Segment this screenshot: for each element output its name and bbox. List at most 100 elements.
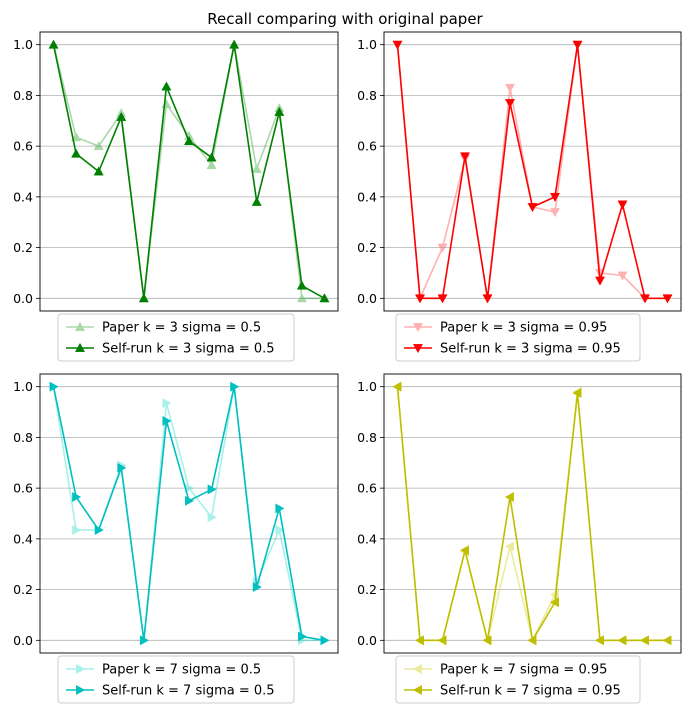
data-point: [251, 196, 262, 206]
legend-box: [395, 313, 641, 362]
data-point: [437, 294, 448, 304]
legend-label: Self-run k = 3 sigma = 0.95: [440, 342, 621, 357]
data-point: [138, 293, 149, 303]
data-point: [162, 398, 172, 409]
series-line: [396, 43, 668, 300]
legend-box: [57, 313, 295, 362]
legend-swatch: [66, 321, 94, 331]
data-point: [319, 293, 330, 303]
y-tick-label: 1.0: [13, 379, 33, 394]
y-tick-label: 0.4: [13, 189, 33, 204]
data-point: [392, 381, 402, 392]
legend: Paper k = 7 sigma = 0.5 Self-run k = 7 si…: [57, 655, 295, 704]
data-point: [93, 141, 104, 151]
y-tick-label: 0.8: [13, 430, 33, 445]
y-tick-label: 0.2: [357, 240, 377, 255]
legend-swatch: [404, 344, 432, 354]
y-tick-label: 1.0: [357, 37, 377, 52]
y-tick-label: 0.4: [13, 531, 33, 546]
data-point: [93, 166, 104, 176]
y-tick-label: 1.0: [13, 37, 33, 52]
data-point: [274, 106, 285, 116]
legend-swatch: [404, 663, 432, 675]
data-point: [594, 276, 606, 286]
data-point: [549, 192, 561, 202]
data-point: [482, 294, 493, 304]
data-point: [639, 294, 651, 304]
series-1: [392, 40, 673, 304]
data-point: [48, 39, 59, 49]
legend-label: Paper k = 3 sigma = 0.5: [102, 321, 261, 336]
data-point: [94, 524, 104, 536]
data-point: [161, 81, 172, 91]
legend-box: [395, 655, 641, 704]
data-point: [297, 631, 307, 642]
data-point: [72, 491, 82, 503]
legend-swatch: [66, 684, 94, 696]
y-tick-label: 0.6: [13, 139, 33, 154]
data-point: [594, 635, 604, 646]
series-2: [49, 381, 330, 646]
y-tick-label: 1.0: [357, 379, 377, 394]
figure-title: Recall comparing with original paper: [207, 10, 483, 28]
data-point: [437, 243, 448, 253]
data-point: [71, 148, 82, 158]
series-line: [396, 43, 668, 300]
data-point: [549, 208, 561, 218]
data-point: [504, 541, 514, 552]
y-tick-label: 0.0: [13, 633, 33, 648]
data-point: [207, 512, 217, 523]
data-point: [662, 294, 673, 304]
data-point: [459, 545, 469, 556]
data-point: [229, 39, 240, 49]
data-point: [504, 491, 514, 503]
data-point: [320, 635, 330, 646]
data-point: [296, 293, 307, 303]
legend-label: Self-run k = 3 sigma = 0.5: [102, 342, 275, 357]
data-point: [251, 163, 262, 173]
data-point: [527, 203, 538, 213]
subplot-1: 0.0 0.2 0.4 0.6 0.8 1.0 Paper k = 3 sigma = 0.…: [13, 31, 339, 362]
axes-frame: [39, 373, 339, 654]
series-2: [392, 40, 673, 304]
subplot-3: 0.0 0.2 0.4 0.6 0.8 1.0 Paper k = 7 sigma = 0.…: [13, 373, 339, 704]
y-tick-label: 0.6: [13, 481, 33, 496]
data-point: [252, 582, 262, 593]
data-point: [392, 40, 403, 50]
data-point: [296, 280, 307, 290]
data-point: [482, 635, 492, 646]
series-1: [49, 381, 330, 646]
data-point: [275, 524, 285, 536]
data-point: [117, 462, 127, 473]
legend-label: Paper k = 3 sigma = 0.95: [440, 321, 607, 336]
axes-frame: [39, 31, 339, 312]
series-2: [392, 381, 672, 646]
subplot-4: 0.0 0.2 0.4 0.6 0.8 1.0 Paper k = 7 sigma = 0.…: [357, 373, 682, 704]
axes-frame: [383, 31, 682, 312]
data-point: [230, 381, 240, 392]
legend-label: Self-run k = 7 sigma = 0.95: [440, 684, 621, 699]
legend: Paper k = 7 sigma = 0.95 Self-run k = 7 s…: [395, 655, 641, 704]
y-tick-label: 0.8: [357, 430, 377, 445]
y-tick-label: 0.2: [13, 582, 33, 597]
data-point: [185, 495, 195, 506]
data-point: [504, 99, 516, 109]
data-point: [572, 387, 582, 399]
y-tick-label: 0.4: [357, 531, 377, 546]
legend-swatch: [404, 323, 432, 333]
series-line: [52, 43, 325, 300]
series-line: [52, 385, 325, 642]
data-point: [206, 160, 217, 170]
subplot-2: 0.0 0.2 0.4 0.6 0.8 1.0 Paper k = 3 sigma = 0.…: [357, 31, 682, 362]
data-point: [414, 635, 424, 646]
data-point: [116, 111, 127, 121]
legend-box: [57, 655, 295, 704]
data-point: [161, 99, 172, 109]
y-tick-label: 0.8: [13, 88, 33, 103]
axes-frame: [383, 373, 682, 654]
data-point: [639, 635, 649, 646]
data-point: [662, 635, 672, 646]
y-tick-label: 0.0: [357, 633, 377, 648]
data-point: [49, 381, 59, 392]
